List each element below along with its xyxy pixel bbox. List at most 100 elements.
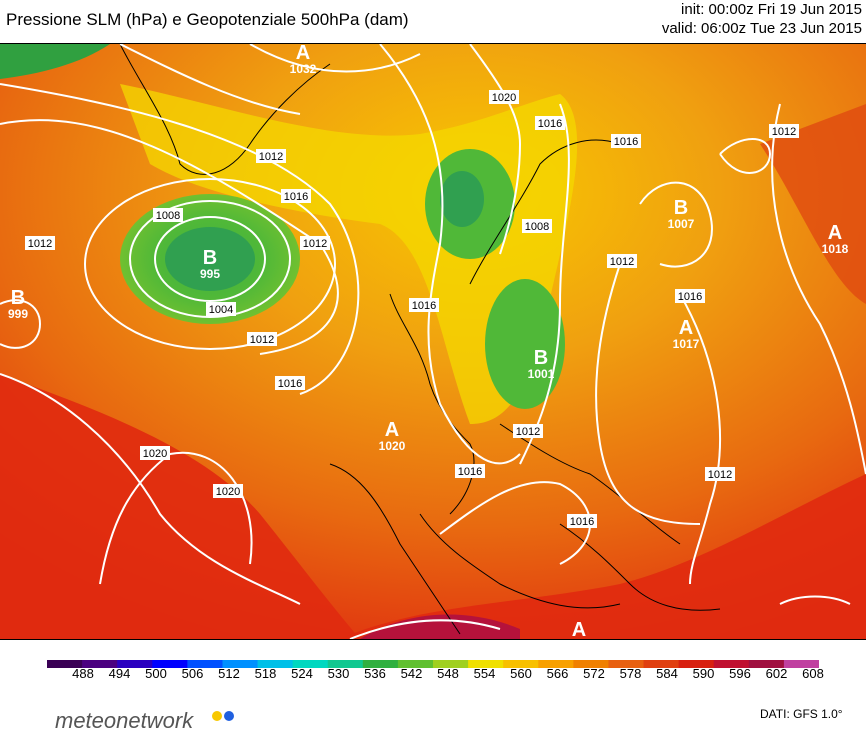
colorbar-tick-label: 608	[802, 666, 824, 681]
colorbar-tick-label: 548	[437, 666, 459, 681]
isobar-label: 1012	[300, 236, 330, 250]
system-pressure: 1018	[822, 242, 849, 256]
isobar-value: 1016	[570, 516, 594, 528]
system-pressure: 1007	[668, 217, 695, 231]
colorbar-swatch	[468, 660, 504, 668]
colorbar-swatch	[292, 660, 329, 668]
isobar-label-layer: 1020 1012 1016 1012 1008 1004 1012 1016 1020 1020…	[25, 90, 799, 528]
colorbar-tick-label: 560	[510, 666, 532, 681]
pressure-system-high: A	[572, 619, 586, 641]
colorbar-swatch	[82, 660, 118, 668]
colorbar-swatch	[538, 660, 574, 668]
isobar-value: 1016	[284, 191, 308, 203]
isobar-label: 1008	[153, 208, 183, 222]
colorbar-tick-label: 512	[218, 666, 240, 681]
colorbar-swatch	[222, 660, 259, 668]
isobar-value: 1016	[412, 300, 436, 312]
isobar-label: 1016	[611, 134, 641, 148]
colorbar-swatch	[573, 660, 609, 668]
valid-time: valid: 06:00z Tue 23 Jun 2015	[661, 20, 862, 37]
isobar-label: 1020	[489, 90, 519, 104]
isobar-value: 1004	[209, 304, 233, 316]
field-red-south	[340, 474, 866, 639]
colorbar-tick-label: 536	[364, 666, 386, 681]
isobar-value: 1012	[259, 151, 283, 163]
isobar-value: 1016	[678, 291, 702, 303]
system-pressure: 999	[8, 307, 28, 321]
isobar-value: 1020	[143, 448, 167, 460]
colorbar-tick-label: 530	[327, 666, 350, 681]
isobar-label: 1016	[567, 514, 597, 528]
system-letter: A	[385, 419, 399, 441]
colorbar-tick-label: 506	[181, 666, 204, 681]
colorbar-swatch	[327, 660, 364, 668]
isobar-label: 1016	[281, 189, 311, 203]
isobar-value: 1012	[303, 238, 327, 250]
isobar-value: 1012	[772, 126, 796, 138]
colorbar-swatch	[117, 660, 153, 668]
colorbar-tick-label: 518	[254, 666, 277, 681]
system-letter: B	[674, 197, 688, 219]
colorbar-tick-label: 566	[546, 666, 569, 681]
system-letter: A	[679, 317, 693, 339]
system-pressure: 1032	[290, 62, 317, 76]
isobar-label: 1016	[409, 298, 439, 312]
system-letter: A	[296, 44, 310, 64]
data-source: DATI: GFS 1.0°	[760, 707, 843, 721]
colorbar-tick-label: 578	[619, 666, 642, 681]
colorbar-swatch	[608, 660, 645, 668]
isobar-label: 1012	[247, 332, 277, 346]
colorbar-swatch	[152, 660, 188, 668]
system-pressure: 995	[200, 267, 220, 281]
isobar-value: 1012	[28, 238, 52, 250]
isobar-value: 1016	[278, 378, 302, 390]
isobar-value: 1012	[610, 256, 634, 268]
system-letter: B	[534, 347, 548, 369]
init-time: init: 00:00z Fri 19 Jun 2015	[681, 1, 862, 18]
field-low-scandinavia-core	[440, 171, 484, 227]
logo-dot-yellow	[212, 711, 222, 721]
isobar-label: 1020	[140, 446, 170, 460]
colorbar-tick-label: 590	[692, 666, 715, 681]
colorbar-tick-label: 488	[72, 666, 94, 681]
colorbar-swatch	[783, 660, 820, 668]
isobar-value: 1020	[492, 92, 516, 104]
run-info: init: 00:00z Fri 19 Jun 2015 valid: 06:0…	[662, 0, 862, 38]
isobar-label: 1012	[607, 254, 637, 268]
colorbar-tick-label: 572	[583, 666, 605, 681]
colorbar-swatch	[503, 660, 539, 668]
colorbar-ticks: 488 494 500 506 512 518 524 530 536 542 548 554 560 5…	[47, 666, 824, 684]
field-green-greenland	[0, 44, 110, 79]
colorbar-swatch	[47, 660, 83, 668]
isobar-value: 1020	[216, 486, 240, 498]
colorbar-tick-label: 584	[656, 666, 678, 681]
logo-dot-blue	[224, 711, 234, 721]
isobar-value: 1016	[458, 466, 482, 478]
field-crimson-south	[360, 614, 520, 639]
weather-map: 1020 1012 1016 1012 1008 1004 1012 1016 1020 1020…	[0, 42, 866, 641]
isobar-value: 1012	[250, 334, 274, 346]
field-red-southwest	[0, 374, 360, 639]
system-letter: B	[11, 287, 25, 309]
isobar-label: 1004	[206, 302, 236, 316]
system-pressure: 1020	[379, 439, 406, 453]
isobar-value: 1016	[538, 118, 562, 130]
isobar-value: 1008	[156, 210, 180, 222]
colorbar-swatch	[678, 660, 715, 668]
field-low-atlantic-core	[165, 227, 255, 291]
field-low-baltic	[485, 279, 565, 409]
isobar-label: 1012	[705, 467, 735, 481]
colorbar-swatch	[643, 660, 680, 668]
colorbar-tick-label: 554	[473, 666, 496, 681]
isobar-label: 1016	[535, 116, 565, 130]
isobar-value: 1016	[614, 136, 638, 148]
colorbar-tick-label: 596	[729, 666, 751, 681]
isobar-label: 1012	[513, 424, 543, 438]
